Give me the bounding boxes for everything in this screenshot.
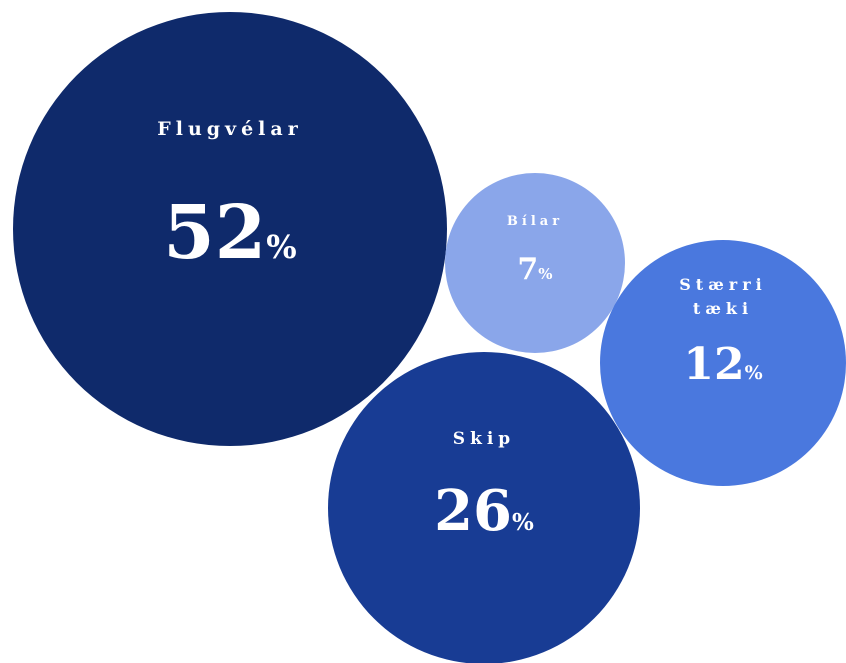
bubble-label-flugvelar: Flugvélar (157, 118, 302, 140)
bubbles-group: Flugvélar 52% Bílar 7% Stærri tæki 12% Skip 26% (13, 12, 846, 663)
bubble-value-unit-flugvelar: % (266, 228, 296, 266)
bubble-label-staerri-taeki-line-2: tæki (693, 299, 753, 318)
bubble-value-unit-skip: % (512, 509, 534, 536)
bubble-bilar: Bílar 7% (445, 173, 625, 353)
bubble-value-flugvelar: 52% (163, 190, 296, 276)
bubble-circle-staerri-taeki (600, 240, 846, 486)
bubble-circle-flugvelar (13, 12, 447, 446)
bubble-circle-skip (328, 352, 640, 663)
bubble-value-number-skip: 26 (434, 478, 512, 544)
bubble-label-skip: Skip (453, 429, 515, 449)
bubble-value-number-bilar: 7 (517, 252, 538, 287)
bubble-value-number-flugvelar: 52 (163, 190, 266, 276)
bubble-value-bilar: 7% (517, 252, 552, 287)
bubble-value-number-staerri-taeki: 12 (683, 339, 744, 390)
bubble-circle-bilar (445, 173, 625, 353)
bubble-staerri-taeki: Stærri tæki 12% (600, 240, 846, 486)
bubble-flugvelar: Flugvélar 52% (13, 12, 447, 446)
bubble-label-bilar: Bílar (507, 214, 563, 229)
bubble-label-staerri-taeki-line-1: Stærri (679, 275, 766, 294)
bubble-skip: Skip 26% (328, 352, 640, 663)
bubble-value-skip: 26% (434, 478, 534, 544)
bubble-value-staerri-taeki: 12% (683, 339, 762, 390)
bubble-value-unit-bilar: % (538, 265, 552, 283)
bubble-value-unit-staerri-taeki: % (745, 362, 763, 384)
